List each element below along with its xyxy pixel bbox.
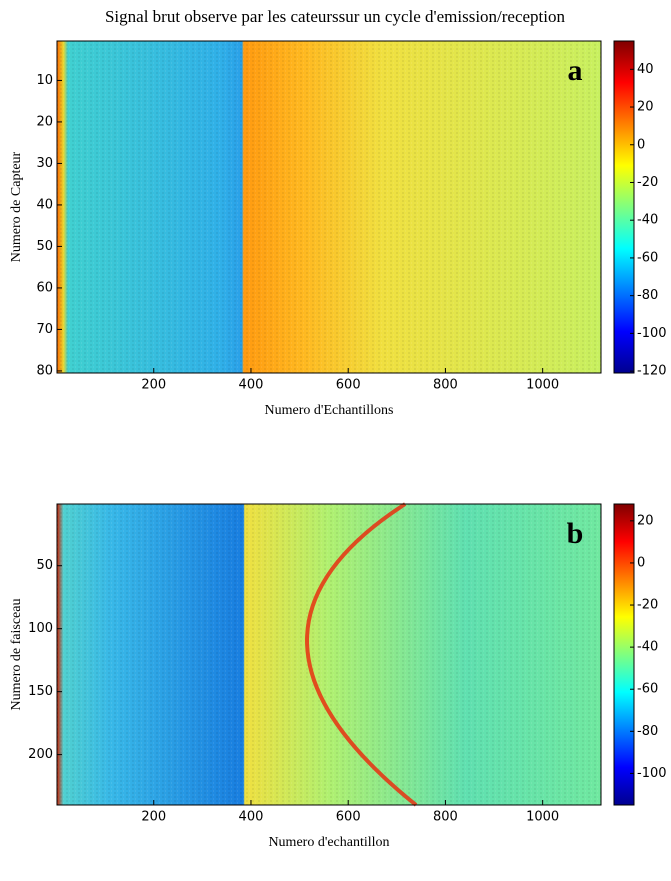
y-tick-label: 50: [36, 239, 53, 254]
colorbar-tick-label: -40: [637, 640, 658, 655]
x-axis-label: Numero d'Echantillons: [265, 403, 394, 418]
colorbar-tick-label: -20: [637, 175, 658, 190]
colorbar: [613, 503, 635, 806]
y-tick-label: 60: [36, 280, 53, 295]
colorbar-tick-label: 20: [637, 100, 654, 115]
colorbar-tick-label: -100: [637, 326, 667, 341]
colorbar-tick-label: 40: [637, 62, 654, 77]
colorbar: [613, 40, 635, 374]
y-tick-label: 70: [36, 322, 53, 337]
y-axis-label: Numero de faisceau: [9, 599, 24, 711]
y-tick-label: 10: [36, 73, 53, 88]
x-tick-label: 800: [433, 378, 458, 393]
y-axis-label: Numero de Capteur: [9, 151, 24, 262]
heatmap-texture: [57, 504, 601, 805]
y-tick-label: 150: [28, 684, 53, 699]
x-tick-label: 200: [141, 378, 166, 393]
colorbar-tick-label: -60: [637, 250, 658, 265]
x-tick-label: 800: [433, 810, 458, 825]
panel-letter: b: [567, 517, 584, 550]
colorbar-tick-label: 0: [637, 137, 645, 152]
colorbar-tick-label: -20: [637, 598, 658, 613]
y-tick-label: 40: [36, 197, 53, 212]
y-tick-label: 50: [36, 558, 53, 573]
colorbar-tick-label: 0: [637, 555, 645, 570]
colorbar-tick-label: -100: [637, 766, 667, 781]
y-tick-label: 200: [28, 747, 53, 762]
colorbar-tick-label: -60: [637, 682, 658, 697]
panel-letter: a: [568, 54, 583, 87]
x-tick-label: 1000: [526, 810, 559, 825]
colorbar-tick-label: -40: [637, 213, 658, 228]
y-tick-label: 20: [36, 114, 53, 129]
x-tick-label: 200: [141, 810, 166, 825]
y-tick-label: 80: [36, 363, 53, 378]
y-tick-label: 30: [36, 156, 53, 171]
x-tick-label: 400: [239, 810, 264, 825]
plot-frame: [56, 40, 602, 374]
colorbar-tick-label: 20: [637, 513, 654, 528]
x-tick-label: 400: [239, 378, 264, 393]
x-axis-label: Numero d'echantillon: [268, 835, 389, 850]
x-tick-label: 600: [336, 810, 361, 825]
colorbar-tick-label: -80: [637, 724, 658, 739]
plot-frame: [56, 503, 602, 806]
y-tick-label: 100: [28, 621, 53, 636]
figure-title: Signal brut observe par les cateurssur u…: [105, 7, 566, 26]
x-tick-label: 600: [336, 378, 361, 393]
echo-arc: [305, 502, 418, 807]
colorbar-tick-label: -80: [637, 288, 658, 303]
heatmap-texture: [57, 41, 601, 373]
colorbar-tick-label: -120: [637, 364, 667, 379]
x-tick-label: 1000: [526, 378, 559, 393]
